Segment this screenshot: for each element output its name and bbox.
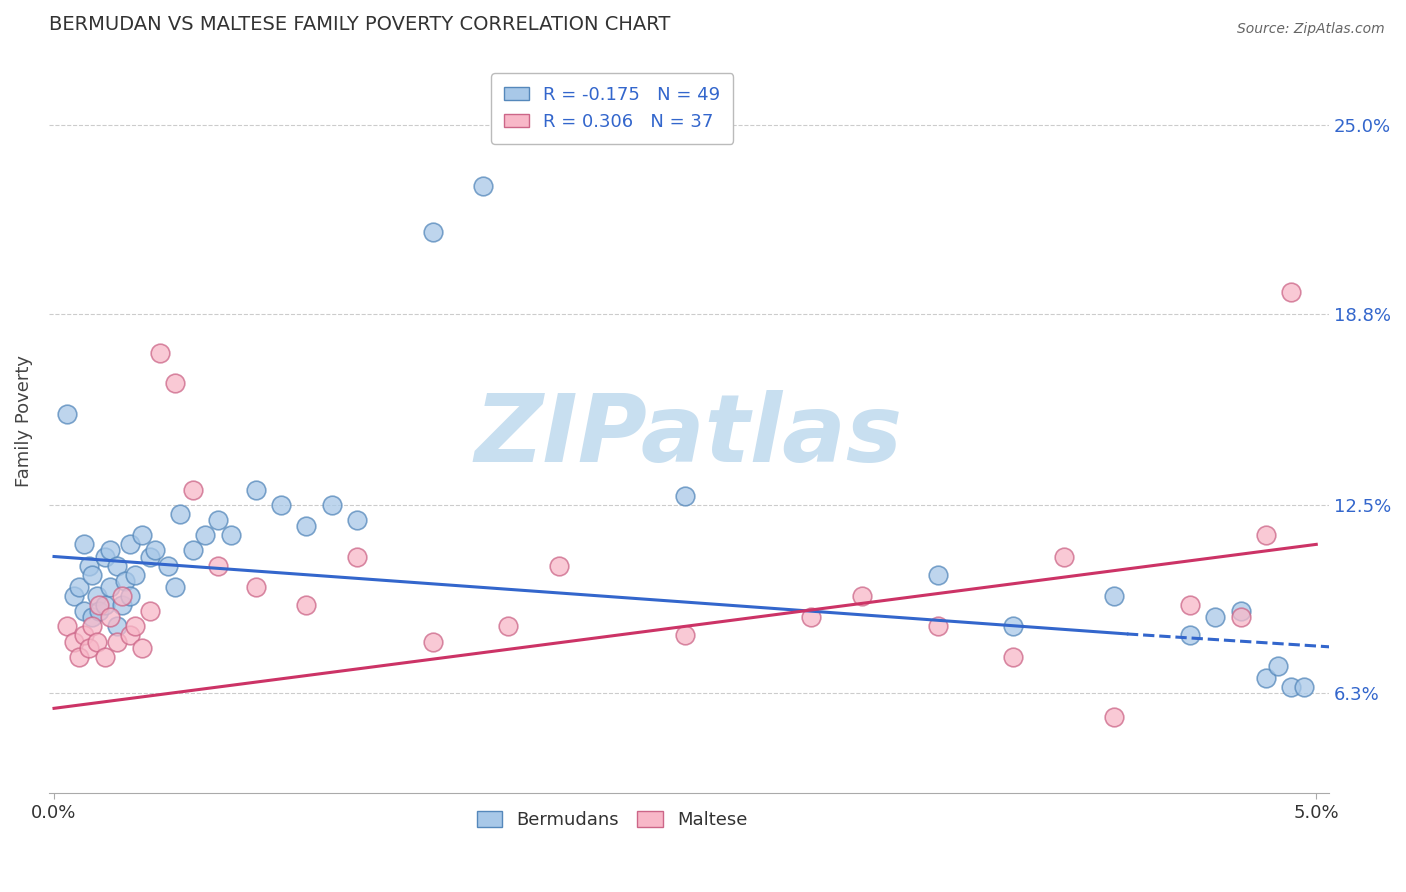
Point bbox=[165, 580, 187, 594]
Point bbox=[98, 610, 121, 624]
Point bbox=[139, 604, 162, 618]
Point bbox=[114, 574, 136, 588]
Y-axis label: Family Poverty: Family Poverty bbox=[15, 355, 32, 487]
Point bbox=[270, 498, 292, 512]
Point bbox=[73, 537, 96, 551]
Point bbox=[927, 567, 949, 582]
Point bbox=[295, 519, 318, 533]
Point bbox=[245, 483, 267, 497]
Point bbox=[124, 619, 146, 633]
Point bbox=[346, 549, 368, 564]
Point bbox=[73, 628, 96, 642]
Point bbox=[93, 649, 115, 664]
Point bbox=[111, 598, 134, 612]
Point bbox=[149, 346, 172, 360]
Point bbox=[1254, 671, 1277, 685]
Point bbox=[181, 483, 204, 497]
Point bbox=[86, 589, 108, 603]
Point bbox=[118, 628, 141, 642]
Point bbox=[927, 619, 949, 633]
Point bbox=[1229, 604, 1251, 618]
Point bbox=[194, 528, 217, 542]
Text: BERMUDAN VS MALTESE FAMILY POVERTY CORRELATION CHART: BERMUDAN VS MALTESE FAMILY POVERTY CORRE… bbox=[49, 15, 671, 34]
Point bbox=[131, 528, 153, 542]
Point bbox=[498, 619, 520, 633]
Point bbox=[118, 589, 141, 603]
Point bbox=[295, 598, 318, 612]
Point bbox=[67, 580, 90, 594]
Point bbox=[80, 619, 103, 633]
Point bbox=[1279, 680, 1302, 694]
Point bbox=[67, 649, 90, 664]
Point bbox=[80, 567, 103, 582]
Point bbox=[1053, 549, 1076, 564]
Point bbox=[851, 589, 873, 603]
Point bbox=[321, 498, 343, 512]
Point bbox=[118, 537, 141, 551]
Point bbox=[1279, 285, 1302, 300]
Point bbox=[111, 589, 134, 603]
Point bbox=[1002, 619, 1025, 633]
Point bbox=[673, 489, 696, 503]
Point bbox=[548, 558, 571, 573]
Point bbox=[73, 604, 96, 618]
Point bbox=[139, 549, 162, 564]
Point bbox=[1204, 610, 1226, 624]
Point bbox=[1267, 658, 1289, 673]
Point bbox=[105, 558, 128, 573]
Point bbox=[105, 634, 128, 648]
Point bbox=[422, 634, 444, 648]
Point bbox=[124, 567, 146, 582]
Point bbox=[131, 640, 153, 655]
Point bbox=[1254, 528, 1277, 542]
Point bbox=[156, 558, 179, 573]
Point bbox=[80, 610, 103, 624]
Point bbox=[1104, 710, 1126, 724]
Point bbox=[105, 619, 128, 633]
Point bbox=[245, 580, 267, 594]
Point bbox=[63, 589, 86, 603]
Point bbox=[207, 513, 229, 527]
Point bbox=[89, 604, 111, 618]
Point bbox=[89, 598, 111, 612]
Legend: Bermudans, Maltese: Bermudans, Maltese bbox=[470, 804, 755, 837]
Point bbox=[93, 598, 115, 612]
Point bbox=[800, 610, 823, 624]
Point bbox=[98, 580, 121, 594]
Point bbox=[55, 407, 77, 421]
Point bbox=[1002, 649, 1025, 664]
Point bbox=[422, 225, 444, 239]
Point bbox=[1104, 589, 1126, 603]
Point bbox=[165, 376, 187, 391]
Point bbox=[1229, 610, 1251, 624]
Point bbox=[673, 628, 696, 642]
Point bbox=[93, 549, 115, 564]
Point bbox=[55, 619, 77, 633]
Point bbox=[1178, 598, 1201, 612]
Point bbox=[1178, 628, 1201, 642]
Point bbox=[143, 543, 166, 558]
Point bbox=[63, 634, 86, 648]
Point bbox=[98, 543, 121, 558]
Point bbox=[219, 528, 242, 542]
Text: Source: ZipAtlas.com: Source: ZipAtlas.com bbox=[1237, 22, 1385, 37]
Point bbox=[169, 507, 191, 521]
Point bbox=[472, 179, 495, 194]
Point bbox=[207, 558, 229, 573]
Point bbox=[86, 634, 108, 648]
Point bbox=[79, 558, 101, 573]
Point bbox=[181, 543, 204, 558]
Point bbox=[79, 640, 101, 655]
Point bbox=[346, 513, 368, 527]
Point bbox=[1292, 680, 1315, 694]
Text: ZIPatlas: ZIPatlas bbox=[475, 391, 903, 483]
